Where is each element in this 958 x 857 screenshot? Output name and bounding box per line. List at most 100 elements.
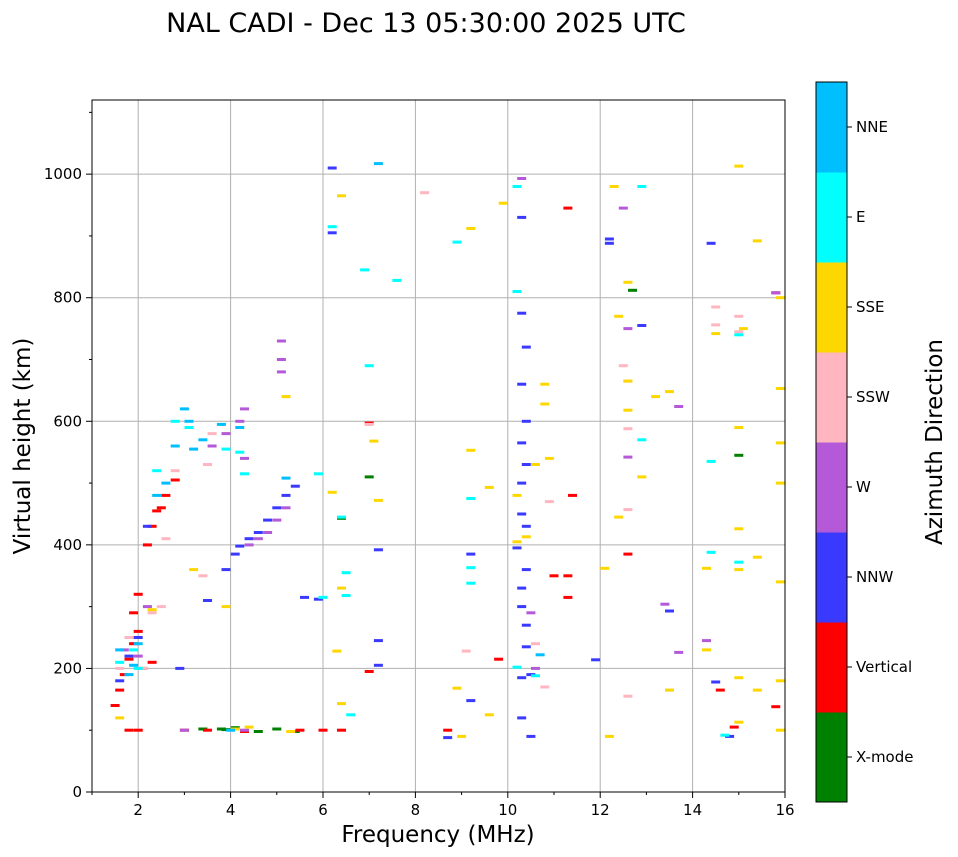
echo-ssw [461,649,471,653]
colorbar-swatch-nnw [816,532,847,623]
echo-vertical [563,574,573,578]
echo-sse [466,227,476,230]
echo-nnw [521,568,531,572]
echo-e [341,594,351,597]
echo-nnw [521,645,531,649]
echo-e [466,566,476,570]
echo-vertical [715,688,725,692]
y-tick-label: 400 [53,536,82,554]
echo-vertical [129,611,139,615]
colorbar-tick-label: X-mode [856,748,913,766]
echo-sse [230,727,240,731]
echo-nnw [526,734,536,738]
echo-vertical [568,493,577,497]
echo-w [526,611,536,615]
echo-nnw [230,552,240,556]
chart-title: NAL CADI - Dec 13 05:30:00 2025 UTC [166,8,686,39]
echo-vertical [563,595,573,599]
echo-nnw [290,484,300,488]
echo-w [272,518,282,522]
echo-vertical [156,506,166,510]
echo-w [623,455,633,459]
x-tick-label: 4 [226,801,236,819]
echo-sse [702,566,711,570]
echo-sse [775,679,785,683]
echo-nne [152,493,162,497]
echo-w [253,537,263,541]
echo-sse [221,605,231,609]
echo-w [276,358,286,361]
y-tick-label: 600 [53,412,82,430]
y-axis-label: Virtual height (km) [10,338,36,555]
colorbar-tick-label: SSW [856,388,890,406]
echo-sse [775,441,785,445]
echo-ssw [623,508,633,512]
echo-ssw [115,666,125,670]
echo-nne [179,407,189,411]
echo-sse [604,734,614,738]
echo-sse [281,395,291,399]
echo-nnw [263,518,273,522]
echo-sse [244,725,254,729]
echo-sse [734,676,744,680]
echo-nnw [300,595,309,599]
echo-nne [161,481,171,485]
echo-e [637,438,647,442]
echo-w [281,506,291,510]
echo-vertical [337,728,346,732]
echo-x-mode [734,453,744,457]
echo-ssw [161,537,171,541]
echo-vertical [119,673,129,677]
echo-x-mode [272,727,282,731]
echo-sse [452,686,462,690]
echo-w [240,407,249,411]
x-tick-label: 14 [683,801,702,819]
echo-sse [651,395,661,399]
y-axis-ticks: 0 200 400 600 800 1000 [44,111,92,801]
echo-nnw [517,215,527,219]
echo-e [327,225,337,229]
echo-e [129,648,139,652]
echo-vertical [124,657,134,661]
echo-vertical [152,509,162,513]
echo-nne [198,438,208,442]
echo-sse [337,586,346,590]
echo-nnw [521,419,531,423]
echo-ssw [170,469,180,473]
x-axis-label: Frequency (MHz) [341,822,534,848]
echo-e [337,515,346,519]
echo-vertical [147,660,157,664]
echo-w [221,432,231,436]
echo-nnw [521,623,531,627]
echo-sse [512,540,522,544]
echo-w [142,605,152,609]
echo-sse [775,387,785,390]
echo-vertical [549,574,559,578]
echo-e [170,419,180,423]
colorbar-tick-label: NNW [856,568,893,586]
echo-e [318,595,328,599]
echo-nnw [327,166,337,170]
echo-nnw [373,663,383,667]
echo-vertical [494,657,504,661]
echo-nne [189,447,199,451]
echo-sse [734,426,744,429]
echo-w [240,456,249,460]
echo-e [720,733,730,737]
echo-nnw [512,546,522,550]
echo-ssw [207,432,217,436]
echo-w [276,339,286,343]
echo-nnw [203,599,212,602]
echo-nne [184,419,194,423]
echo-sse [147,608,157,612]
colorbar-swatch-w [816,442,847,533]
echo-e [313,472,323,476]
echo-e [152,469,162,473]
echo-nnw [521,463,531,466]
echo-nnw [517,311,527,315]
echo-nne [115,648,125,652]
echo-vertical [110,704,120,707]
echo-vertical [147,524,157,528]
echo-w [618,206,628,210]
echo-e [115,660,125,664]
